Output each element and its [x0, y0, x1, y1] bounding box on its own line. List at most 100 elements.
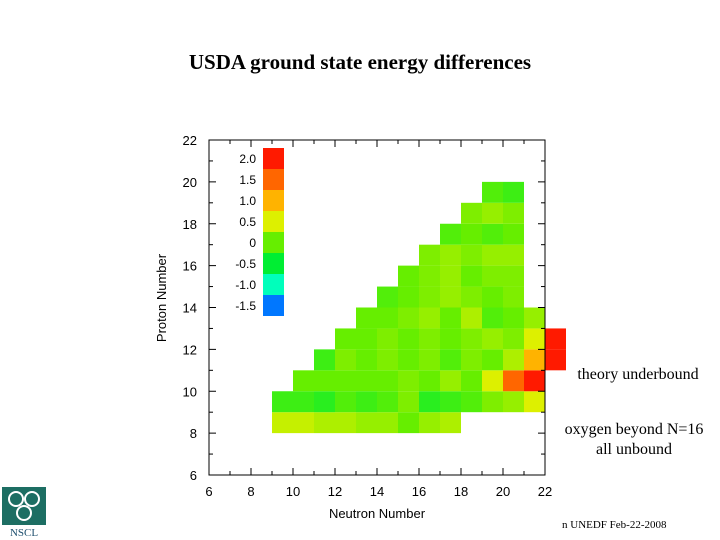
- legend-label: 2.0: [239, 152, 256, 166]
- heatmap-cell: [335, 328, 356, 350]
- heatmap-cell: [524, 328, 545, 350]
- heatmap-cell: [503, 286, 524, 308]
- heatmap-cell: [461, 328, 482, 350]
- heatmap-cell: [524, 370, 545, 392]
- logo-swirl: [24, 491, 40, 507]
- heatmap-cell: [314, 412, 335, 434]
- heatmap-cell: [419, 349, 440, 371]
- heatmap-cell: [461, 265, 482, 287]
- heatmap-cell: [482, 265, 503, 287]
- heatmap-cell: [524, 307, 545, 329]
- heatmap-cell: [461, 244, 482, 266]
- heatmap-cell: [419, 370, 440, 392]
- color-legend: 2.0 1.5 1.0 0.5 0 -0.5 -1.0 -1.5: [235, 148, 284, 316]
- legend-label: -1.0: [235, 278, 256, 292]
- heatmap-cell: [461, 307, 482, 329]
- heatmap-cell: [503, 307, 524, 329]
- heatmap-cell: [482, 349, 503, 371]
- heatmap-cell: [335, 370, 356, 392]
- heatmap-cell: [356, 307, 377, 329]
- heatmap-cell: [377, 391, 398, 413]
- heatmap-cell: [419, 286, 440, 308]
- heatmap-cell: [440, 307, 461, 329]
- heatmap-cell: [377, 349, 398, 371]
- heatmap-cell: [503, 349, 524, 371]
- heatmap-cell: [377, 307, 398, 329]
- heatmap-cell: [482, 391, 503, 413]
- x-tick-label: 10: [286, 484, 300, 499]
- heatmap-cell: [377, 286, 398, 308]
- heatmap-cell: [293, 370, 314, 392]
- heatmap-cell: [461, 202, 482, 224]
- logo-swirl: [8, 491, 24, 507]
- heatmap-cell: [461, 391, 482, 413]
- x-tick-label: 12: [328, 484, 342, 499]
- heatmap-cell: [440, 391, 461, 413]
- heatmap-cell: [482, 307, 503, 329]
- note-oxygen-line2: all unbound: [596, 441, 672, 458]
- heatmap-cell: [524, 391, 545, 413]
- legend-swatch: [263, 211, 284, 232]
- logo-text: NSCL: [10, 527, 38, 537]
- heatmap-cell: [503, 244, 524, 266]
- heatmap-cell: [482, 223, 503, 245]
- legend-label: 0.5: [239, 215, 256, 229]
- y-tick-label: 14: [183, 301, 197, 316]
- heatmap-cell: [398, 307, 419, 329]
- nscl-logo: NSCL: [2, 487, 46, 537]
- y-tick-label: 8: [190, 426, 197, 441]
- heatmap-cell: [398, 391, 419, 413]
- heatmap-cell: [356, 370, 377, 392]
- heatmap-cells: [272, 181, 566, 434]
- note-theory-underbound: theory underbound: [577, 366, 699, 383]
- x-tick-label: 14: [370, 484, 384, 499]
- heatmap-cell: [440, 244, 461, 266]
- heatmap-cell: [335, 349, 356, 371]
- heatmap-cell: [503, 370, 524, 392]
- chart-title: USDA ground state energy differences: [188, 50, 532, 74]
- heatmap-cell: [419, 307, 440, 329]
- heatmap-cell: [356, 349, 377, 371]
- legend-label: 1.5: [239, 173, 256, 187]
- heatmap-cell: [545, 349, 566, 371]
- heatmap-cell: [503, 265, 524, 287]
- heatmap-cell: [461, 223, 482, 245]
- note-oxygen-line1: oxygen beyond N=16: [564, 421, 704, 438]
- x-tick-label: 16: [412, 484, 426, 499]
- heatmap-cell: [398, 349, 419, 371]
- legend-swatch: [263, 232, 284, 253]
- logo-swirl: [16, 505, 32, 521]
- heatmap-cell: [482, 202, 503, 224]
- legend-swatch: [263, 148, 284, 169]
- y-tick-label: 16: [183, 259, 197, 274]
- heatmap-cell: [461, 286, 482, 308]
- heatmap-cell: [440, 349, 461, 371]
- legend-label: 1.0: [239, 194, 256, 208]
- heatmap-cell: [398, 412, 419, 434]
- heatmap-cell: [482, 328, 503, 350]
- y-tick-label: 20: [183, 175, 197, 190]
- heatmap-cell: [377, 412, 398, 434]
- legend-label: -0.5: [235, 257, 256, 271]
- heatmap-cell: [419, 412, 440, 434]
- x-tick-label: 6: [205, 484, 212, 499]
- heatmap-cell: [272, 412, 293, 434]
- y-tick-label: 10: [183, 384, 197, 399]
- heatmap-cell: [398, 265, 419, 287]
- heatmap-cell: [293, 391, 314, 413]
- y-tick-label: 12: [183, 342, 197, 357]
- heatmap-cell: [503, 391, 524, 413]
- y-axis-ticks: 6 8 10 12 14 16 18 20 22: [183, 133, 545, 483]
- heatmap-cell: [293, 412, 314, 434]
- heatmap-cell: [440, 265, 461, 287]
- heatmap-cell: [419, 328, 440, 350]
- heatmap-cell: [314, 349, 335, 371]
- heatmap-cell: [314, 391, 335, 413]
- heatmap-cell: [503, 181, 524, 203]
- legend-label: -1.5: [235, 299, 256, 313]
- heatmap-cell: [482, 286, 503, 308]
- heatmap-cell: [398, 370, 419, 392]
- x-tick-label: 20: [496, 484, 510, 499]
- legend-swatch: [263, 253, 284, 274]
